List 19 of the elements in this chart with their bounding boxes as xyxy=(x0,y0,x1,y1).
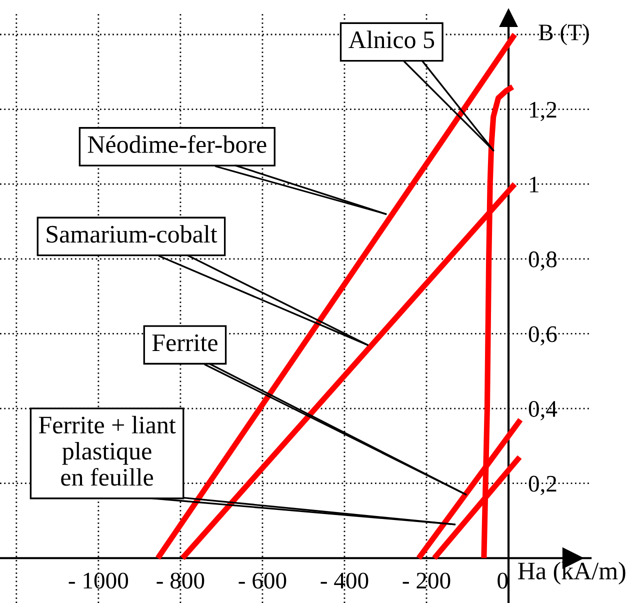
y-tick-label: 1,2 xyxy=(530,102,556,122)
x-tick-label: - 400 xyxy=(320,572,368,589)
y-tick-label: 0,2 xyxy=(528,476,556,496)
x-tick-label: - 200 xyxy=(402,572,450,589)
x-tick-label: 0 xyxy=(498,572,508,589)
y-tick-label: 0,6 xyxy=(528,326,557,346)
y-tick-label: 0,4 xyxy=(528,401,558,420)
y-tick-label: 0,8 xyxy=(528,251,557,271)
annotation: Samarium-cobalt xyxy=(46,225,218,243)
annotation: Ferrite + liant plastique en feuille xyxy=(38,416,176,486)
x-tick-label: - 1000 xyxy=(68,572,128,589)
x-tick-label: - 800 xyxy=(156,572,204,589)
y-tick-label: 1 xyxy=(530,176,538,192)
annotation: Alnico 5 xyxy=(348,30,434,48)
annotation: Néodime-fer-bore xyxy=(88,135,266,153)
x-tick-label: - 600 xyxy=(238,572,286,589)
y-axis-title: B (T) xyxy=(538,24,589,46)
x-axis-title: Ha (kA/m) xyxy=(518,562,626,585)
annotation: Ferrite xyxy=(152,334,218,352)
